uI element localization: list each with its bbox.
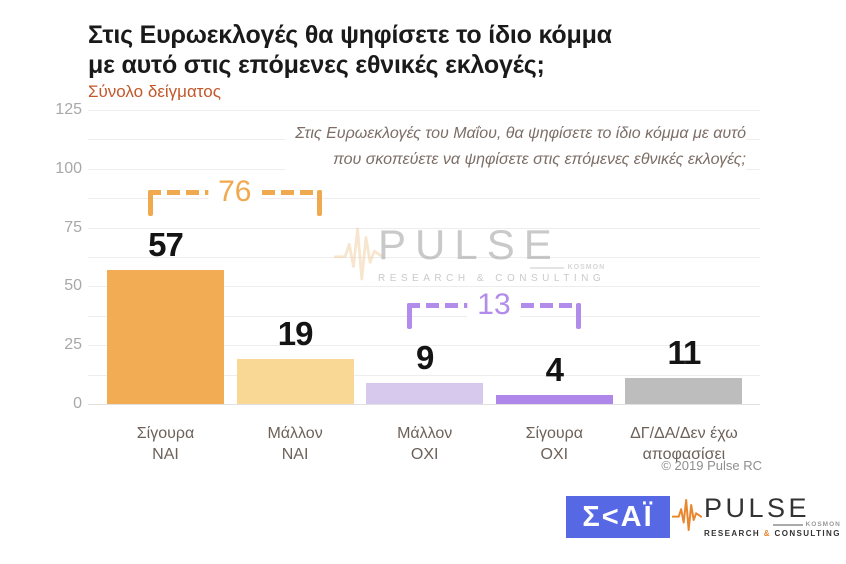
bar [625, 378, 743, 404]
chart-title: Στις Ευρωεκλογές θα ψηφίσετε το ίδιο κόμ… [88, 20, 612, 80]
y-axis-tick-label: 100 [55, 159, 82, 177]
copyright-text: © 2019 Pulse RC [661, 458, 762, 473]
watermark-sub-row: KOSMON [378, 264, 605, 271]
bracket-group-value: 13 [467, 288, 521, 321]
watermark-brand-text: PULSE [378, 221, 561, 268]
pulse-logo-sub-text: KOSMON [805, 521, 841, 528]
watermark-sub-text: KOSMON [567, 264, 606, 271]
pulse-waveform-icon [334, 227, 384, 281]
group-bracket: 76 [147, 175, 323, 216]
bracket-corner-left [147, 189, 153, 216]
group-bracket: 13 [406, 288, 582, 329]
bar-value-label: 4 [545, 350, 564, 388]
x-axis-baseline [88, 404, 760, 405]
gridline [88, 110, 760, 111]
pulse-logo-tagline: RESEARCH & CONSULTING [704, 529, 841, 538]
gridline [88, 374, 760, 376]
y-axis-tick-label: 50 [64, 277, 82, 295]
y-axis-tick-label: 25 [64, 336, 82, 354]
y-axis-tick-label: 0 [73, 395, 82, 412]
chart-annotation: Στις Ευρωεκλογές του Μαΐου, θα ψηφίσετε … [285, 121, 746, 174]
bar [495, 394, 613, 404]
y-axis-tick-label: 125 [55, 101, 82, 118]
gridline [88, 198, 760, 200]
gridline [88, 345, 760, 347]
pulse-logo-brand-text: PULSE [704, 493, 811, 523]
pulse-logo-tagline-left: RESEARCH [704, 529, 761, 538]
chart-subtitle: Σύνολο δείγματος [88, 82, 221, 101]
bar-value-label: 11 [667, 334, 701, 372]
gridline [88, 315, 760, 317]
bracket-group-value: 76 [208, 175, 262, 208]
pulse-logo-divider [772, 523, 803, 526]
gridline [88, 227, 760, 229]
watermark-divider [529, 266, 564, 269]
pulse-logo-sub-row: KOSMON [704, 521, 841, 528]
bar [107, 269, 224, 404]
annotation-line1: Στις Ευρωεκλογές του Μαΐου, θα ψηφίσετε … [295, 125, 746, 142]
bar [236, 359, 354, 404]
chart-title-line2: με αυτό στις επόμενες εθνικές εκλογές; [88, 51, 545, 79]
skai-logo: Σ<ΑΪ [566, 496, 670, 538]
pulse-logo-tagline-right: CONSULTING [774, 529, 841, 538]
x-axis-category-label: Μάλλον ΝΑΙ [267, 425, 323, 463]
pulse-waveform-icon [672, 499, 702, 531]
x-axis-category-label: ΔΓ/ΔΑ/Δεν έχω αποφασίσει [630, 425, 738, 463]
bar-value-label: 57 [148, 225, 184, 263]
chart-title-line1: Στις Ευρωεκλογές θα ψηφίσετε το ίδιο κόμ… [88, 21, 612, 49]
y-axis-tick-label: 75 [64, 218, 82, 236]
x-axis-category-label: Μάλλον ΟΧΙ [397, 425, 453, 463]
bracket-corner-right [576, 302, 582, 329]
bar [366, 382, 484, 404]
pulse-logo-ampersand: & [763, 529, 771, 538]
x-axis-category-label: Σίγουρα ΟΧΙ [525, 425, 584, 463]
bar-value-label: 9 [416, 338, 434, 376]
gridline [88, 257, 760, 258]
pulse-watermark: PULSE KOSMON RESEARCH & CONSULTING [334, 222, 605, 286]
annotation-line2: που σκοπεύετε να ψηφίσετε στις επόμενες … [333, 151, 746, 169]
watermark-tagline: RESEARCH & CONSULTING [378, 273, 606, 284]
x-axis-category-label: Σίγουρα ΝΑΙ [136, 425, 195, 463]
pulse-logo: PULSE KOSMON RESEARCH & CONSULTING [672, 494, 841, 538]
bracket-corner-left [406, 302, 412, 329]
bracket-corner-right [317, 189, 323, 216]
gridline [88, 286, 760, 288]
bar-value-label: 19 [277, 315, 314, 353]
